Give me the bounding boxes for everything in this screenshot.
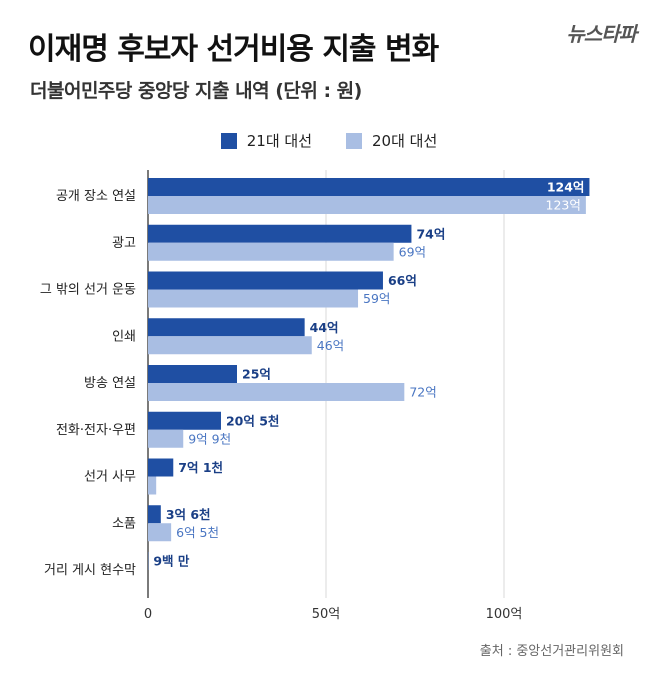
bar-20 xyxy=(148,336,312,355)
bar-21 xyxy=(148,365,237,383)
data-label-20: 123억 xyxy=(546,198,581,213)
data-label-21: 74억 xyxy=(416,226,445,241)
bar-21 xyxy=(148,271,383,290)
category-label: 선거 사무 xyxy=(84,470,136,485)
data-label-21: 25억 xyxy=(242,367,271,382)
data-label-20: 46억 xyxy=(317,338,344,353)
data-label-20: 69억 xyxy=(399,244,426,259)
bar-21 xyxy=(148,411,221,430)
bar-20 xyxy=(148,196,586,214)
data-label-21: 44억 xyxy=(310,320,339,335)
legend-item-20: 20대 대선 xyxy=(346,130,437,151)
category-label: 인쇄 xyxy=(112,329,136,344)
chart-title: 이재명 후보자 선거비용 지출 변화 xyxy=(28,32,439,67)
data-label-20: 72억 xyxy=(409,385,436,400)
bar-21 xyxy=(148,224,412,243)
data-label-21: 124억 xyxy=(547,180,585,195)
category-label: 소품 xyxy=(112,516,136,531)
legend-label-21: 21대 대선 xyxy=(246,132,312,150)
bar-21 xyxy=(148,318,305,337)
bar-21 xyxy=(148,505,161,524)
bar-20 xyxy=(148,383,405,401)
data-label-21: 3억 6천 xyxy=(166,507,211,522)
category-label: 전화·전자·우편 xyxy=(56,423,136,438)
category-label: 방송 연설 xyxy=(84,376,136,391)
bar-21 xyxy=(148,178,590,196)
data-label-21: 66억 xyxy=(388,273,417,288)
category-label: 광고 xyxy=(112,236,136,251)
source-note: 출처 : 중앙선거관리위원회 xyxy=(479,644,624,659)
bar-20 xyxy=(148,476,157,495)
data-label-20: 9억 9천 xyxy=(188,431,231,446)
data-label-20: 6억 5천 xyxy=(176,525,219,540)
bar-20 xyxy=(148,523,172,542)
brand-logo: 뉴스타파 xyxy=(566,22,637,46)
legend-swatch-21 xyxy=(220,132,237,149)
bar-20 xyxy=(148,289,359,308)
bar-20 xyxy=(148,429,184,448)
legend-label-20: 20대 대선 xyxy=(372,132,438,150)
category-label: 거리 게시 현수막 xyxy=(44,563,136,578)
data-label-20: 59억 xyxy=(363,291,390,306)
x-tick-label-0: 0 xyxy=(144,607,152,622)
bar-20 xyxy=(148,242,394,261)
category-label: 그 밖의 선거 운동 xyxy=(40,283,136,298)
x-tick-label-1: 50억 xyxy=(312,607,341,622)
legend-swatch-20 xyxy=(346,132,362,149)
data-label-21: 20억 5천 xyxy=(226,413,279,428)
x-tick-label-2: 100억 xyxy=(486,607,523,622)
legend: 21대 대선 20대 대선 xyxy=(0,130,658,151)
chart-subtitle: 더불어민주당 중앙당 지출 내역 (단위 : 원) xyxy=(30,80,362,102)
legend-item-21: 21대 대선 xyxy=(220,130,312,151)
bar-21 xyxy=(148,458,174,477)
data-label-21: 9백 만 xyxy=(153,554,190,569)
data-label-21: 7억 1천 xyxy=(178,460,223,475)
category-label: 공개 장소 연설 xyxy=(56,189,136,204)
